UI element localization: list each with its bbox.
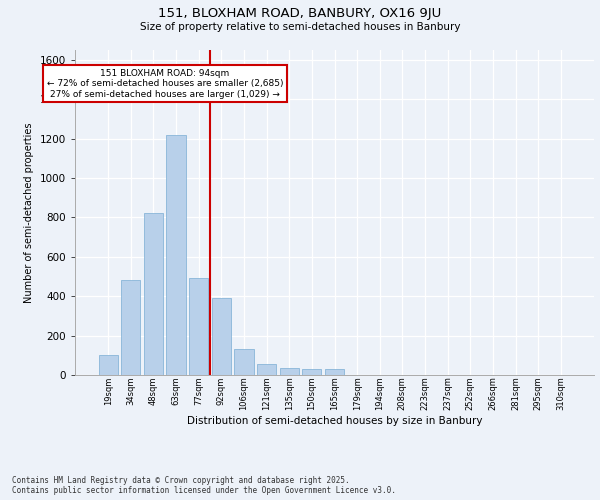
Text: Contains HM Land Registry data © Crown copyright and database right 2025.
Contai: Contains HM Land Registry data © Crown c… <box>12 476 396 495</box>
Text: Size of property relative to semi-detached houses in Banbury: Size of property relative to semi-detach… <box>140 22 460 32</box>
Bar <box>121 280 140 375</box>
Text: 151, BLOXHAM ROAD, BANBURY, OX16 9JU: 151, BLOXHAM ROAD, BANBURY, OX16 9JU <box>158 8 442 20</box>
Bar <box>302 369 322 375</box>
Bar <box>98 356 118 375</box>
Bar <box>166 134 186 375</box>
X-axis label: Distribution of semi-detached houses by size in Banbury: Distribution of semi-detached houses by … <box>187 416 482 426</box>
Bar <box>235 350 254 375</box>
Text: 151 BLOXHAM ROAD: 94sqm
← 72% of semi-detached houses are smaller (2,685)
27% of: 151 BLOXHAM ROAD: 94sqm ← 72% of semi-de… <box>47 68 283 98</box>
Bar <box>257 364 276 375</box>
Bar <box>212 298 231 375</box>
Bar <box>189 278 208 375</box>
Y-axis label: Number of semi-detached properties: Number of semi-detached properties <box>24 122 34 302</box>
Bar <box>325 369 344 375</box>
Bar <box>280 368 299 375</box>
Bar <box>144 214 163 375</box>
